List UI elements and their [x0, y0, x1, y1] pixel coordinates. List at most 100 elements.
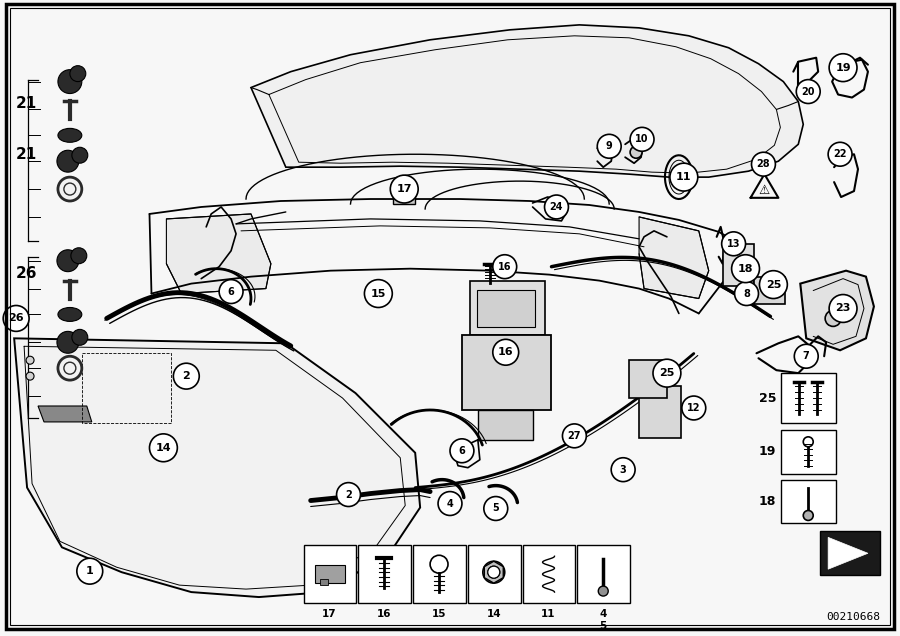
Circle shape	[804, 511, 814, 520]
Circle shape	[149, 434, 177, 462]
Text: ⚠: ⚠	[759, 184, 770, 197]
Circle shape	[364, 280, 392, 307]
Text: 11: 11	[676, 172, 691, 182]
Circle shape	[670, 163, 698, 191]
Circle shape	[4, 305, 29, 331]
Bar	[320, 579, 328, 585]
Circle shape	[825, 310, 842, 326]
Text: 15: 15	[371, 289, 386, 298]
Text: 7: 7	[803, 351, 810, 361]
Text: 22: 22	[833, 149, 847, 159]
Circle shape	[57, 150, 79, 172]
Circle shape	[795, 344, 818, 368]
Bar	[303, 545, 356, 603]
Text: 2: 2	[183, 371, 190, 381]
Text: 25: 25	[759, 392, 777, 404]
Polygon shape	[38, 406, 92, 422]
Circle shape	[732, 255, 760, 282]
Text: 21: 21	[16, 147, 38, 162]
Text: 2: 2	[345, 490, 352, 499]
Text: 14: 14	[156, 443, 171, 453]
Circle shape	[796, 80, 820, 104]
Text: 1: 1	[86, 566, 94, 576]
Circle shape	[26, 356, 34, 364]
Text: 8: 8	[743, 289, 750, 298]
Circle shape	[598, 586, 608, 596]
Bar	[470, 280, 544, 335]
Text: 15: 15	[432, 609, 446, 619]
Circle shape	[76, 558, 103, 584]
Circle shape	[682, 396, 706, 420]
Circle shape	[493, 340, 518, 365]
Polygon shape	[800, 271, 874, 350]
Circle shape	[722, 232, 745, 256]
Text: 5: 5	[492, 504, 500, 513]
Circle shape	[430, 555, 448, 573]
Circle shape	[391, 175, 419, 203]
Text: 14: 14	[487, 609, 501, 619]
Text: 12: 12	[687, 403, 700, 413]
Text: 4: 4	[446, 499, 454, 509]
Polygon shape	[251, 25, 804, 177]
Text: 4
5: 4 5	[599, 609, 607, 631]
Circle shape	[734, 282, 759, 305]
Circle shape	[71, 248, 86, 264]
Circle shape	[562, 424, 586, 448]
Circle shape	[829, 294, 857, 322]
Circle shape	[72, 148, 88, 163]
Bar	[639, 386, 681, 438]
Text: 3: 3	[620, 465, 626, 474]
Circle shape	[488, 566, 500, 578]
Polygon shape	[484, 561, 503, 583]
Text: 16: 16	[377, 609, 392, 619]
Text: 18: 18	[738, 264, 753, 273]
Circle shape	[26, 372, 34, 380]
Bar	[468, 545, 521, 603]
Bar	[629, 360, 667, 398]
Circle shape	[450, 439, 474, 463]
Polygon shape	[828, 537, 868, 569]
Bar	[478, 410, 533, 440]
Circle shape	[438, 492, 462, 515]
Text: 25: 25	[766, 280, 781, 289]
Circle shape	[828, 142, 852, 166]
Bar	[753, 277, 786, 305]
Circle shape	[630, 127, 654, 151]
Text: 23: 23	[835, 303, 850, 314]
Text: 00210668: 00210668	[826, 612, 880, 622]
Circle shape	[64, 183, 76, 195]
Polygon shape	[639, 217, 708, 298]
Circle shape	[488, 566, 500, 578]
Text: 24: 24	[550, 202, 563, 212]
Text: 11: 11	[541, 609, 556, 619]
Bar	[578, 545, 630, 603]
Bar	[413, 545, 466, 603]
Bar	[393, 189, 415, 204]
Circle shape	[219, 280, 243, 303]
Circle shape	[829, 53, 857, 81]
Circle shape	[337, 483, 360, 506]
Circle shape	[630, 146, 642, 158]
Text: 20: 20	[802, 86, 815, 97]
Circle shape	[58, 356, 82, 380]
Circle shape	[70, 66, 86, 81]
Bar	[82, 353, 171, 423]
Text: 19: 19	[759, 445, 777, 459]
Bar	[358, 545, 411, 603]
Circle shape	[64, 363, 76, 374]
Bar	[315, 565, 345, 583]
Circle shape	[804, 437, 814, 447]
Circle shape	[57, 250, 79, 272]
Circle shape	[598, 134, 621, 158]
Bar	[781, 373, 836, 423]
Text: 17: 17	[322, 609, 337, 619]
Circle shape	[57, 331, 79, 353]
Text: 21: 21	[16, 96, 38, 111]
Text: 26: 26	[16, 266, 38, 281]
Polygon shape	[166, 214, 271, 294]
Circle shape	[544, 195, 569, 219]
Circle shape	[752, 152, 776, 176]
Text: 26: 26	[8, 314, 24, 324]
Ellipse shape	[58, 128, 82, 142]
Bar	[462, 335, 552, 410]
